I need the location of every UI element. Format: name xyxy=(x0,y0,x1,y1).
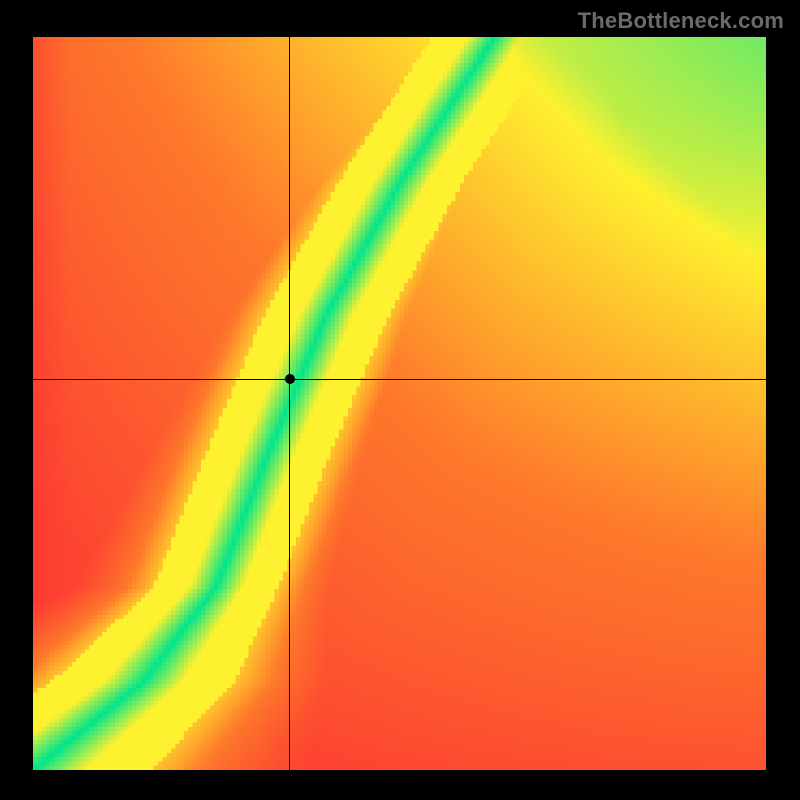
heatmap-plot xyxy=(33,37,766,770)
watermark: TheBottleneck.com xyxy=(578,8,784,34)
crosshair-point xyxy=(285,374,295,384)
crosshair-vertical xyxy=(289,37,290,770)
chart-container: TheBottleneck.com xyxy=(0,0,800,800)
crosshair-horizontal xyxy=(33,379,766,380)
heatmap-canvas xyxy=(33,37,766,770)
